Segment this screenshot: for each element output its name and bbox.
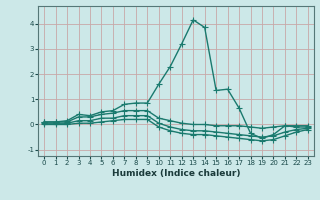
X-axis label: Humidex (Indice chaleur): Humidex (Indice chaleur): [112, 169, 240, 178]
